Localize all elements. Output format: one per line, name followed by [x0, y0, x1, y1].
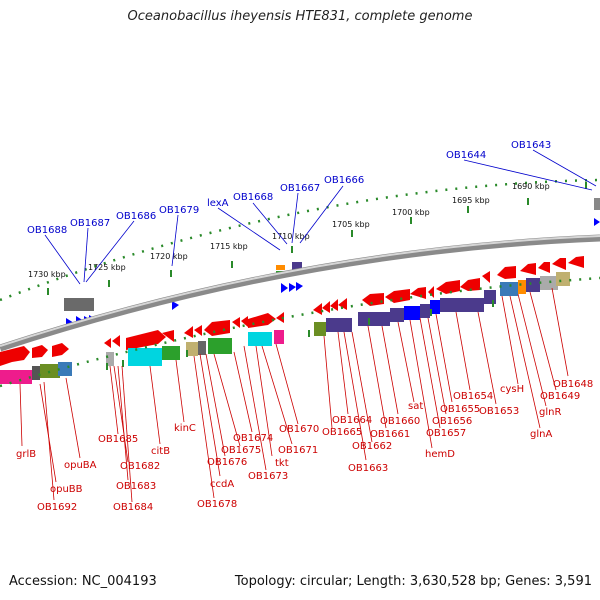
ruler-tick: [291, 246, 293, 253]
inner-ruler-ticks: [106, 300, 494, 370]
gene-label-bottom: OB1684: [113, 502, 153, 513]
gene-label-bottom: OB1662: [352, 441, 392, 452]
kbp-label: 1705 kbp: [332, 220, 370, 229]
gene-label-bottom: ccdA: [210, 479, 234, 490]
ruler-tick: [170, 270, 172, 277]
outer-ruler: [0, 178, 600, 302]
gene-block: [64, 298, 94, 311]
gene-label-bottom: OB1674: [233, 433, 273, 444]
gene-label-bottom: OB1653: [479, 406, 519, 417]
gene-label-bottom: glnA: [530, 429, 552, 440]
outer-ruler-ticks: [47, 182, 587, 295]
kbp-label: 1725 kbp: [88, 263, 126, 272]
gene-label-bottom: opuBB: [50, 484, 83, 495]
gene-label-bottom: OB1660: [380, 416, 420, 427]
gene-label-bottom: OB1656: [432, 416, 472, 427]
kbp-label: 1700 kbp: [392, 208, 430, 217]
ruler-tick: [527, 198, 529, 205]
gene-label-bottom: OB1678: [197, 499, 237, 510]
gene-arrow-blue: [281, 283, 288, 293]
ruler-tick: [108, 280, 110, 287]
gene-label-bottom: OB1682: [120, 461, 160, 472]
gene-arrow-blue: [296, 282, 303, 291]
gene-label-bottom: OB1663: [348, 463, 388, 474]
gene-label-bottom: OB1664: [332, 415, 372, 426]
gene-block: [292, 262, 302, 274]
gene-label-bottom: grlB: [16, 449, 36, 460]
ruler-tick: [351, 230, 353, 237]
gene-label-top: OB1667: [280, 183, 320, 194]
kbp-label: 1720 kbp: [150, 252, 188, 261]
genome-backbone: [0, 234, 600, 352]
genome-title: Oceanobacillus iheyensis HTE831, complet…: [127, 9, 473, 24]
accession-text: Accession: NC_004193: [9, 574, 157, 589]
ruler-tick: [410, 217, 412, 224]
kbp-label: 1730 kbp: [28, 270, 66, 279]
kbp-label: 1695 kbp: [452, 196, 490, 205]
kbp-label: 1710 kbp: [272, 232, 310, 241]
gene-block: [594, 198, 600, 210]
gene-label-top: OB1686: [116, 211, 156, 222]
gene-label-bottom: OB1665: [322, 427, 362, 438]
genome-summary-text: Topology: circular; Length: 3,630,528 bp…: [234, 574, 592, 589]
kbp-label: 1715 kbp: [210, 242, 248, 251]
ruler-tick: [467, 206, 469, 213]
gene-label-top: OB1644: [446, 150, 486, 161]
gene-label-top: OB1679: [159, 205, 199, 216]
genome-backbone-highlight: [0, 235, 600, 347]
gene-label-bottom: cysH: [500, 384, 524, 395]
gene-label-top: OB1688: [27, 225, 67, 236]
gene-label-bottom: OB1649: [540, 391, 580, 402]
gene-label-top: OB1668: [233, 192, 273, 203]
gene-label-bottom: OB1683: [116, 481, 156, 492]
lower-strand-arrows: [0, 256, 584, 366]
gene-label-bottom: OB1670: [279, 424, 319, 435]
gene-label-bottom: opuBA: [64, 460, 97, 471]
gene-label-top: OB1687: [70, 218, 110, 229]
gene-label-bottom: OB1676: [207, 457, 247, 468]
gene-label-bottom: OB1675: [221, 445, 261, 456]
gene-label-top: OB1666: [324, 175, 364, 186]
ruler-tick: [585, 182, 587, 189]
gene-label-bottom: citB: [151, 446, 170, 457]
gene-label-bottom: kinC: [174, 423, 196, 434]
ruler-tick: [231, 261, 233, 268]
top-label-leaders: [44, 149, 597, 285]
gene-label-bottom: OB1685: [98, 434, 138, 445]
gene-label-bottom: OB1661: [370, 429, 410, 440]
gene-block: [276, 265, 285, 270]
bottom-label-leaders: [19, 287, 569, 503]
ruler-tick: [47, 288, 49, 295]
lower-strand-blocks: [0, 272, 570, 384]
gene-label-bottom: OB1671: [278, 445, 318, 456]
gene-label-bottom: hemD: [425, 449, 455, 460]
gene-label-bottom: OB1648: [553, 379, 593, 390]
gene-label-bottom: OB1654: [453, 391, 493, 402]
gene-label-bottom: sat: [408, 401, 423, 412]
kbp-label: 1690 kbp: [512, 182, 550, 191]
gene-label-top: lexA: [207, 198, 229, 209]
gene-label-bottom: OB1657: [426, 428, 466, 439]
gene-arrow-blue: [594, 218, 600, 226]
gene-label-bottom: OB1673: [248, 471, 288, 482]
gene-label-bottom: OB1692: [37, 502, 77, 513]
gene-label-bottom: glnR: [539, 407, 561, 418]
gene-arrow-blue: [289, 283, 296, 292]
gene-label-bottom: OB1655: [440, 404, 480, 415]
gene-label-top: OB1643: [511, 140, 551, 151]
gene-arrow-blue: [172, 301, 179, 310]
gene-label-bottom: tkt: [275, 458, 289, 469]
